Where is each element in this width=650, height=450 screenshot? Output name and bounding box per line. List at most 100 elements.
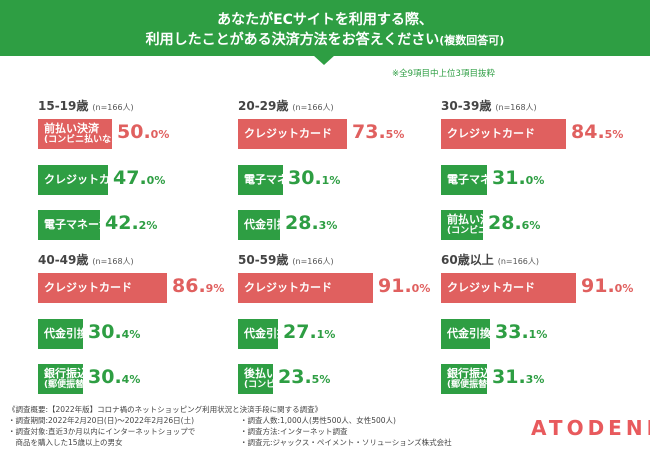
bar-label-main: 銀行振込: [447, 367, 491, 381]
sample-size: (n=166人): [497, 257, 539, 266]
bar-label: クレジットカード: [44, 273, 132, 303]
value-integer: 73.: [352, 121, 386, 143]
age-group: 60歳以上: [441, 253, 494, 267]
bar: [441, 319, 490, 349]
sample-size: (n=168人): [92, 257, 134, 266]
title-main: 利用したことがある決済方法をお答えください: [145, 32, 440, 48]
data-label: 23.5%: [278, 366, 330, 388]
bar-label-main: 代金引換: [44, 327, 88, 341]
bar-label-main: クレジットカード: [44, 173, 132, 187]
value-decimal: 9: [205, 282, 214, 295]
value-integer: 28.: [285, 212, 319, 234]
percent-sign: %: [419, 282, 431, 295]
percent-sign: %: [319, 373, 331, 386]
bar-label-main: 代金引換: [244, 218, 288, 232]
bar-label-main: クレジットカード: [244, 281, 332, 295]
age-group-label: 50-59歳 (n=166人): [238, 249, 334, 268]
bar-label: 銀行振込 (郵便振替): [44, 364, 88, 394]
value-integer: 91.: [378, 275, 412, 297]
bar-label-main: 電子マネー決済: [244, 173, 321, 187]
value-decimal: 0: [146, 174, 155, 187]
bar-label-main: 代金引換: [447, 327, 491, 341]
data-label: 28.3%: [285, 212, 337, 234]
value-integer: 84.: [571, 121, 605, 143]
bar: [238, 273, 373, 303]
value-integer: 47.: [113, 167, 147, 189]
percent-sign: %: [393, 128, 405, 141]
bar-label: 銀行振込 (郵便振替): [447, 364, 491, 394]
title-line-1: あなたがECサイトを利用する際、: [217, 12, 433, 28]
footer-target: ・調査対象:直近3か月以内にインターネットショップで: [8, 427, 196, 436]
percent-sign: %: [154, 174, 166, 187]
value-decimal: 2: [138, 219, 147, 232]
bar-label-sub: (コンビニ払いなど): [244, 379, 325, 390]
value-integer: 86.: [172, 275, 206, 297]
bar: [441, 119, 566, 149]
title-banner: あなたがECサイトを利用する際、 利用したことがある決済方法をお答えください(複…: [0, 0, 650, 56]
value-integer: 30.: [88, 366, 122, 388]
footer-method: ・調査方法:インターネット調査: [240, 427, 348, 436]
bar-label: 後払い決済 (コンビニ払いなど): [244, 364, 324, 394]
sample-size: (n=166人): [292, 103, 334, 112]
data-label: 50.0%: [117, 121, 169, 143]
data-label: 30.4%: [88, 366, 140, 388]
percent-sign: %: [329, 174, 341, 187]
bar-label-main: 前払い決済: [447, 213, 502, 227]
percent-sign: %: [533, 373, 545, 386]
value-decimal: 4: [121, 373, 130, 386]
chart-panel: 15-19歳 (n=166人) 前払い決済 (コンビニ払いなど) 50.0% クレジットカ…: [38, 95, 243, 245]
bar-label: クレジットカード: [244, 119, 332, 149]
value-integer: 27.: [283, 321, 317, 343]
bar-label: 代金引換: [44, 319, 88, 349]
footer-source: ・調査元:ジャックス・ペイメント・ソリューションズ株式会社: [240, 438, 452, 447]
value-integer: 30.: [288, 167, 322, 189]
bar-label: クレジットカード: [447, 273, 535, 303]
age-group: 50-59歳: [238, 253, 289, 267]
bar: [38, 165, 108, 195]
value-integer: 33.: [495, 321, 529, 343]
bar-label: 代金引換: [244, 319, 288, 349]
bar-label-sub: (コンビニ払いなど): [44, 134, 125, 145]
chart-panel: 40-49歳 (n=168人) クレジットカード 86.9% 代金引換 30.4% 銀行振込…: [38, 249, 243, 399]
bar: [238, 165, 283, 195]
bar: [238, 119, 347, 149]
age-group-label: 30-39歳 (n=168人): [441, 95, 537, 114]
bar-label: 電子マネー決済: [447, 165, 524, 195]
footer-period: ・調査期間:2022年2月20日(日)〜2022年2月26日(土): [8, 416, 195, 425]
bar-label: クレジットカード: [447, 119, 535, 149]
percent-sign: %: [533, 174, 545, 187]
bar-label-main: クレジットカード: [44, 281, 132, 295]
percent-sign: %: [529, 219, 541, 232]
title-line-2: 利用したことがある決済方法をお答えください(複数回答可): [0, 29, 650, 49]
data-label: 91.0%: [378, 275, 430, 297]
bar-label-main: 銀行振込: [44, 367, 88, 381]
value-decimal: 4: [121, 328, 130, 341]
bar-label-main: クレジットカード: [447, 127, 535, 141]
sample-size: (n=166人): [292, 257, 334, 266]
bar-label: 電子マネー決済: [244, 165, 321, 195]
bar-label: クレジットカード: [244, 273, 332, 303]
value-integer: 91.: [581, 275, 615, 297]
bar-label: 前払い決済 (コンビニ払いなど): [447, 210, 527, 240]
percent-sign: %: [158, 128, 170, 141]
bar: [441, 273, 576, 303]
sample-size: (n=168人): [495, 103, 537, 112]
value-decimal: 0: [525, 174, 534, 187]
bar-label-main: 代金引換: [244, 327, 288, 341]
footer-count: ・調査人数:1,000人(男性500人、女性500人): [240, 416, 396, 425]
bar-label-sub: (郵便振替): [447, 379, 492, 390]
percent-sign: %: [129, 328, 141, 341]
value-decimal: 1: [316, 328, 325, 341]
bar-label-sub: (コンビニ払いなど): [447, 225, 528, 236]
chart-panel: 50-59歳 (n=166人) クレジットカード 91.0% 代金引換 27.1% 後払い決…: [238, 249, 443, 399]
bar-label-main: クレジットカード: [447, 281, 535, 295]
data-label: 31.3%: [492, 366, 544, 388]
age-group: 40-49歳: [38, 253, 89, 267]
value-integer: 50.: [117, 121, 151, 143]
bar: [38, 119, 112, 149]
value-decimal: 3: [525, 373, 534, 386]
bar-label-sub: (郵便振替): [44, 379, 89, 390]
value-integer: 30.: [88, 321, 122, 343]
bar-label-main: 前払い決済: [44, 122, 99, 136]
value-decimal: 5: [385, 128, 394, 141]
